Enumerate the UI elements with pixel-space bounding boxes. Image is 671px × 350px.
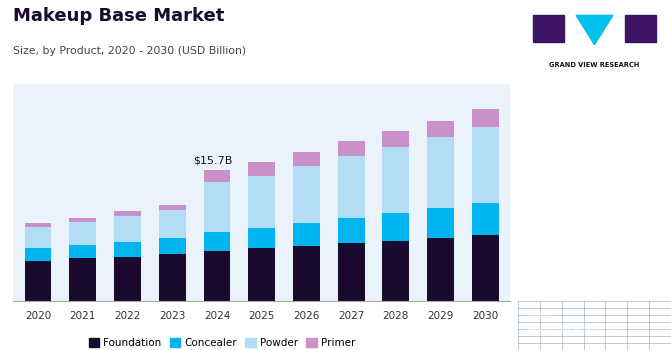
Bar <box>25 248 52 261</box>
Bar <box>69 245 96 258</box>
Bar <box>533 15 564 42</box>
Bar <box>203 170 230 182</box>
Text: Size, by Product, 2020 - 2030 (USD Billion): Size, by Product, 2020 - 2030 (USD Billi… <box>13 46 246 56</box>
Bar <box>203 251 230 301</box>
Bar <box>293 246 320 301</box>
Bar <box>114 242 141 257</box>
Bar <box>382 131 409 147</box>
Bar <box>114 257 141 301</box>
Text: $15.7B: $15.7B <box>193 156 232 166</box>
Legend: Foundation, Concealer, Powder, Primer: Foundation, Concealer, Powder, Primer <box>85 334 360 350</box>
Bar <box>159 205 186 210</box>
Bar <box>427 121 454 138</box>
Bar <box>338 243 364 301</box>
Bar <box>203 182 230 232</box>
Bar <box>25 227 52 248</box>
Text: Source:: Source: <box>527 310 556 319</box>
Bar <box>427 238 454 301</box>
Bar <box>69 222 96 245</box>
Text: Global Market CAGR,
2025 - 2030: Global Market CAGR, 2025 - 2030 <box>540 199 649 223</box>
Bar <box>114 211 141 216</box>
Text: 3.4%: 3.4% <box>552 125 637 154</box>
Bar <box>248 162 275 176</box>
Bar <box>338 218 364 243</box>
Bar <box>159 238 186 254</box>
Bar <box>25 223 52 227</box>
Bar <box>69 258 96 301</box>
Text: GRAND VIEW RESEARCH: GRAND VIEW RESEARCH <box>550 62 639 68</box>
Bar <box>25 261 52 301</box>
Bar <box>248 176 275 228</box>
Bar <box>159 254 186 301</box>
Bar <box>427 208 454 238</box>
Bar <box>382 147 409 214</box>
Bar <box>248 248 275 301</box>
Polygon shape <box>576 15 613 45</box>
Text: Makeup Base Market: Makeup Base Market <box>13 7 225 25</box>
Bar <box>472 109 499 127</box>
Bar <box>293 223 320 246</box>
Bar <box>382 214 409 241</box>
Bar <box>69 218 96 222</box>
Bar <box>293 152 320 166</box>
Bar <box>114 216 141 242</box>
Bar <box>427 138 454 208</box>
Text: www.grandviewresearch.com: www.grandviewresearch.com <box>527 327 625 332</box>
Bar <box>472 203 499 235</box>
Bar <box>159 210 186 238</box>
Bar <box>338 141 364 156</box>
Bar <box>382 241 409 301</box>
Bar <box>203 232 230 251</box>
Bar <box>472 127 499 203</box>
Bar <box>293 166 320 223</box>
Bar <box>472 235 499 301</box>
Bar <box>248 228 275 248</box>
Bar <box>625 15 656 42</box>
Bar <box>338 156 364 218</box>
